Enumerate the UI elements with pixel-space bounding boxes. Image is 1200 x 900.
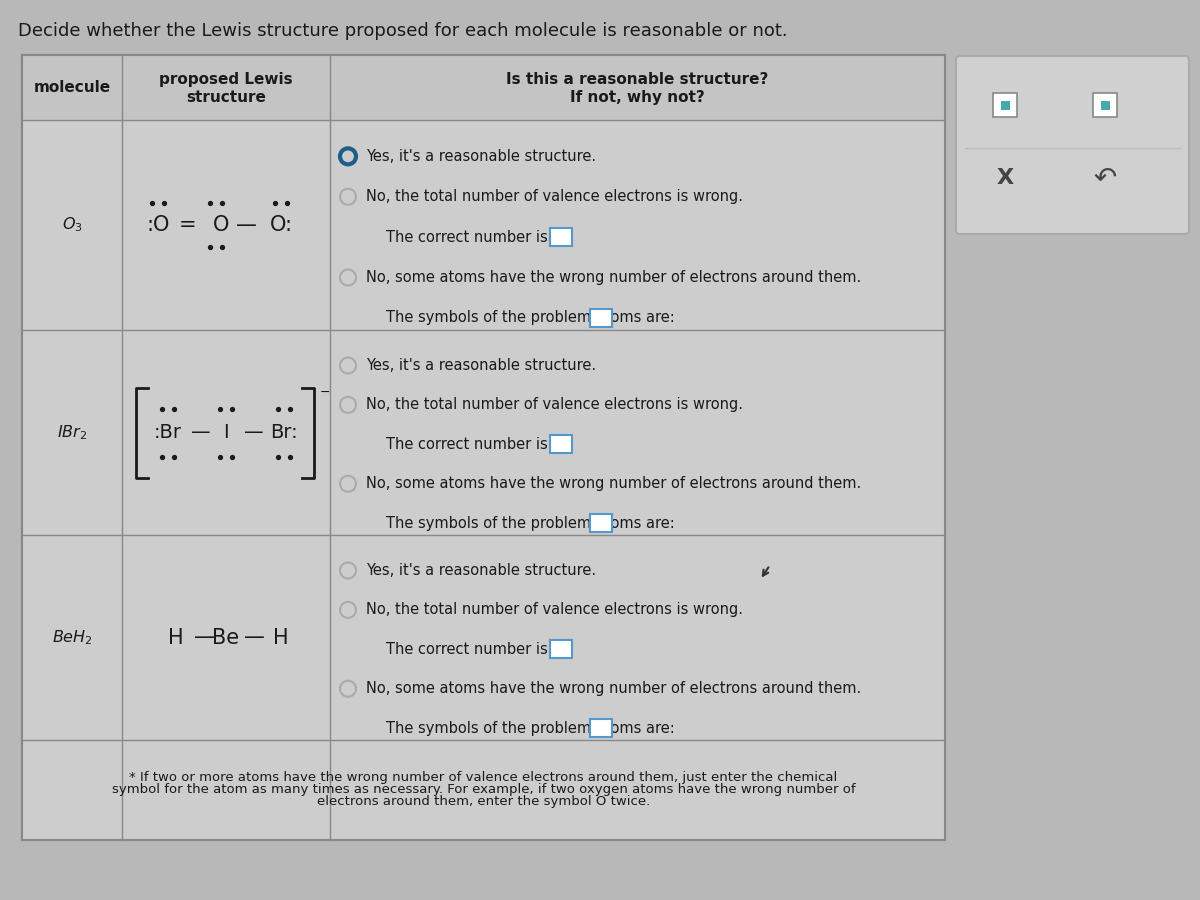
Text: electrons around them, enter the symbol O twice.: electrons around them, enter the symbol … (317, 796, 650, 808)
Text: The symbols of the problem atoms are:: The symbols of the problem atoms are: (386, 516, 674, 531)
Text: H: H (168, 627, 184, 647)
Text: No, the total number of valence electrons is wrong.: No, the total number of valence electron… (366, 398, 743, 412)
Polygon shape (22, 535, 946, 740)
Text: −: − (320, 386, 330, 399)
Text: symbol for the atom as many times as necessary. For example, if two oxygen atoms: symbol for the atom as many times as nec… (112, 784, 856, 796)
Text: H: H (274, 627, 289, 647)
Text: $BeH_2$: $BeH_2$ (52, 628, 92, 647)
Text: Decide whether the Lewis structure proposed for each molecule is reasonable or n: Decide whether the Lewis structure propo… (18, 22, 787, 40)
Text: Be: Be (212, 627, 240, 647)
FancyBboxPatch shape (590, 719, 612, 737)
Text: The symbols of the problem atoms are:: The symbols of the problem atoms are: (386, 310, 674, 326)
FancyBboxPatch shape (550, 436, 572, 454)
FancyBboxPatch shape (550, 640, 572, 658)
Text: molecule: molecule (34, 80, 110, 95)
Text: —: — (244, 423, 264, 442)
FancyBboxPatch shape (1093, 93, 1117, 117)
Polygon shape (22, 55, 946, 120)
Text: The symbols of the problem atoms are:: The symbols of the problem atoms are: (386, 721, 674, 735)
Text: Br:: Br: (270, 423, 298, 442)
Text: I: I (223, 423, 229, 442)
FancyBboxPatch shape (550, 228, 572, 246)
Text: structure: structure (186, 90, 266, 105)
Text: —: — (191, 423, 211, 442)
Text: No, some atoms have the wrong number of electrons around them.: No, some atoms have the wrong number of … (366, 270, 862, 285)
Text: The correct number is:: The correct number is: (386, 642, 553, 657)
Polygon shape (22, 120, 946, 330)
Text: No, some atoms have the wrong number of electrons around them.: No, some atoms have the wrong number of … (366, 476, 862, 491)
Text: —: — (244, 627, 264, 647)
FancyBboxPatch shape (956, 56, 1189, 234)
Text: :Br: :Br (154, 423, 182, 442)
Text: X: X (996, 168, 1014, 188)
FancyBboxPatch shape (1102, 102, 1110, 110)
Text: O: O (212, 215, 229, 235)
FancyBboxPatch shape (994, 93, 1018, 117)
Text: No, the total number of valence electrons is wrong.: No, the total number of valence electron… (366, 189, 743, 204)
Text: —: — (193, 627, 215, 647)
Text: Yes, it's a reasonable structure.: Yes, it's a reasonable structure. (366, 148, 596, 164)
FancyBboxPatch shape (590, 514, 612, 532)
Text: Is this a reasonable structure?: Is this a reasonable structure? (506, 72, 769, 87)
Text: Yes, it's a reasonable structure.: Yes, it's a reasonable structure. (366, 563, 596, 578)
Polygon shape (22, 740, 946, 840)
Text: ↶: ↶ (1093, 164, 1117, 192)
Text: The correct number is:: The correct number is: (386, 436, 553, 452)
Text: If not, why not?: If not, why not? (570, 90, 704, 105)
Text: :O: :O (146, 215, 169, 235)
Text: =: = (179, 215, 197, 235)
FancyBboxPatch shape (590, 309, 612, 327)
Text: No, the total number of valence electrons is wrong.: No, the total number of valence electron… (366, 602, 743, 617)
Text: $O_3$: $O_3$ (61, 216, 83, 234)
Text: proposed Lewis: proposed Lewis (160, 72, 293, 87)
Text: * If two or more atoms have the wrong number of valence electrons around them, j: * If two or more atoms have the wrong nu… (130, 771, 838, 785)
Text: —: — (235, 215, 257, 235)
Text: O:: O: (270, 215, 293, 235)
Text: Yes, it's a reasonable structure.: Yes, it's a reasonable structure. (366, 358, 596, 373)
Polygon shape (22, 330, 946, 535)
Text: $IBr_2$: $IBr_2$ (56, 423, 88, 442)
Polygon shape (22, 55, 946, 840)
FancyBboxPatch shape (1001, 102, 1010, 110)
Text: No, some atoms have the wrong number of electrons around them.: No, some atoms have the wrong number of … (366, 681, 862, 697)
Text: The correct number is:: The correct number is: (386, 230, 553, 245)
